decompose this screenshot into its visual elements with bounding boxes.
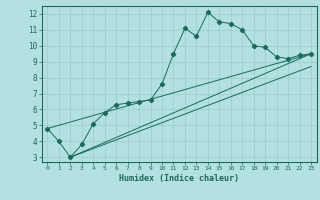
- X-axis label: Humidex (Indice chaleur): Humidex (Indice chaleur): [119, 174, 239, 183]
